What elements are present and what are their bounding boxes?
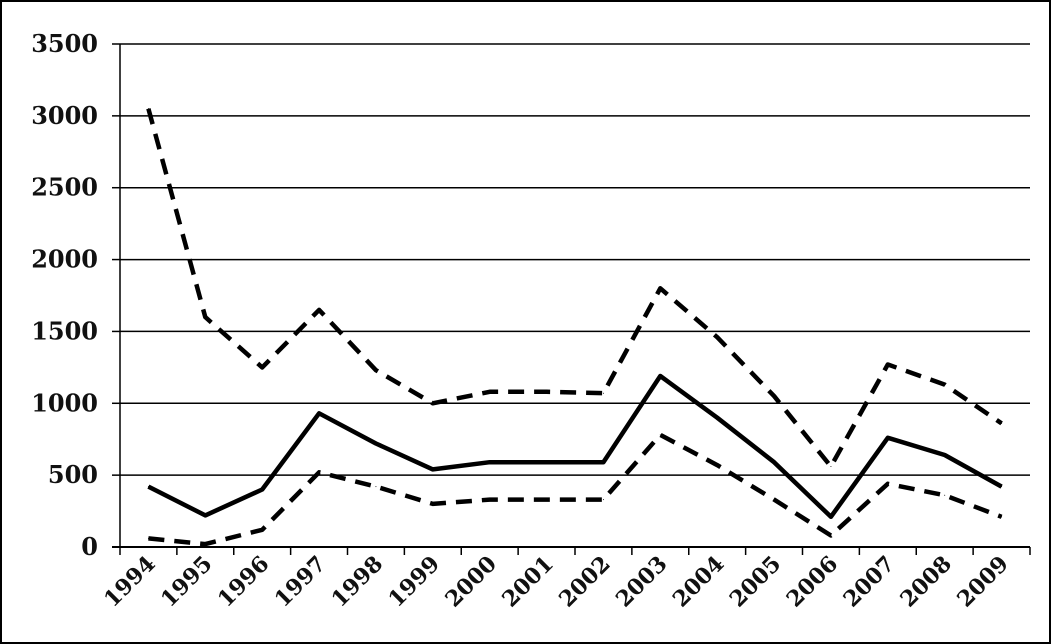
data-point [830,535,832,537]
y-tick-labels: 0 500 1000 1500 2000 2500 3000 3500 [31,29,98,561]
data-point [147,486,149,488]
x-tick-label: 2003 [611,551,673,613]
y-tick-label: 2000 [31,245,98,274]
data-point [489,499,491,501]
y-tick-label: 3500 [31,29,98,58]
data-point [147,537,149,539]
y-tick-label: 2500 [31,173,98,202]
x-tick-label: 1997 [270,551,332,613]
x-tick-label: 2005 [725,551,787,613]
data-point [489,391,491,393]
x-tick-label: 1994 [99,551,161,613]
data-point [375,369,377,371]
data-point [887,363,889,365]
data-point [830,466,832,468]
data-point [659,375,661,377]
x-tick-label: 1998 [326,551,388,613]
data-point [773,499,775,501]
data-point [546,499,548,501]
data-point [1001,486,1003,488]
data-point [261,366,263,368]
data-point [659,434,661,436]
data-point [489,461,491,463]
data-point [318,412,320,414]
data-point [773,461,775,463]
data-point [204,514,206,516]
data-point [1001,516,1003,518]
data-point [318,309,320,311]
data-point [944,384,946,386]
y-tick-label: 500 [48,460,98,489]
data-point [887,437,889,439]
data-point [659,287,661,289]
data-point [318,471,320,473]
x-tick-label: 2006 [781,551,843,613]
data-point [147,108,149,110]
series-line-1-solid [147,373,1003,520]
data-point [432,402,434,404]
data-point [716,464,718,466]
data-point [546,461,548,463]
data-point [261,529,263,531]
x-tick-label: 2002 [554,551,616,613]
x-tick-label: 2001 [497,551,559,613]
data-point [432,468,434,470]
data-point [887,483,889,485]
x-tick-label: 2008 [895,551,957,613]
data-point [432,503,434,505]
data-point [602,392,604,394]
series-line-3-dashed [148,432,1003,547]
data-point [261,489,263,491]
data-point [716,336,718,338]
data-point [375,443,377,445]
x-tick-label: 2000 [440,551,502,613]
data-point [1001,422,1003,424]
data-point [375,486,377,488]
gridlines [120,43,1030,476]
x-tick-label: 1999 [383,551,445,613]
data-point [773,395,775,397]
axes [112,43,1031,555]
x-tick-labels: 1994199519961997199819992000200120022003… [99,551,1014,613]
data-point [716,417,718,419]
data-point [204,316,206,318]
y-tick-label: 1500 [31,316,98,345]
data-point [602,499,604,501]
y-tick-label: 1000 [31,388,98,417]
x-tick-label: 1995 [156,551,218,613]
y-tick-label: 0 [81,532,98,561]
data-point [944,454,946,456]
y-tick-label: 3000 [31,101,98,130]
data-point [602,461,604,463]
x-tick-label: 2007 [838,551,900,613]
x-tick-label: 2004 [668,551,730,613]
series-lines [146,108,1003,547]
data-point [546,391,548,393]
series-line-2-dashed [146,108,1003,469]
data-point [944,494,946,496]
data-point [830,516,832,518]
data-point [204,543,206,545]
x-tick-label: 2009 [952,551,1014,613]
x-tick-label: 1996 [213,551,275,613]
